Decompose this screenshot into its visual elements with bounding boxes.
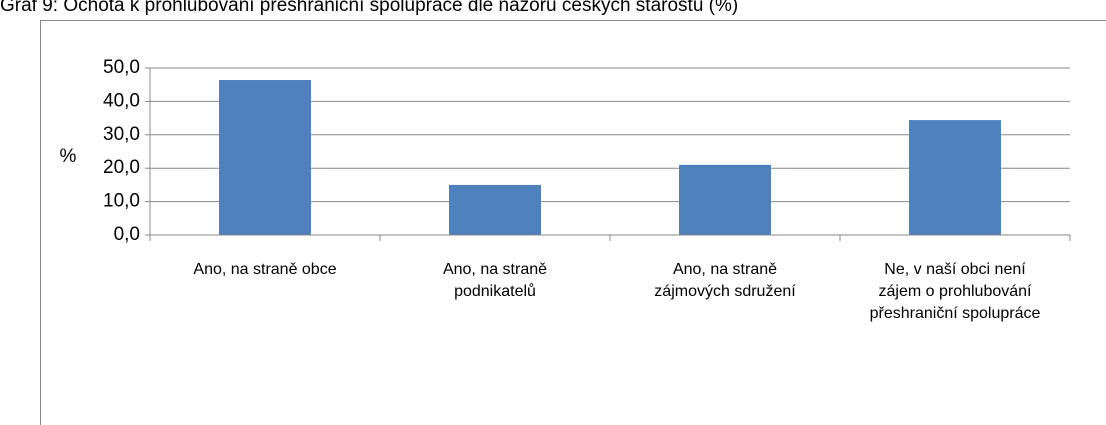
x-tick-label: podnikatelů xyxy=(454,282,536,300)
chart-title: Graf 9: Ochota k prohlubování přeshranič… xyxy=(0,0,738,16)
y-tick-label: 40,0 xyxy=(103,90,140,111)
y-tick-label: 10,0 xyxy=(103,191,140,212)
y-tick-label: 50,0 xyxy=(103,57,140,78)
x-tick-label: Ano, na straně xyxy=(443,261,547,278)
x-tick-label: Ano, na straně obce xyxy=(193,261,336,278)
y-tick-label: 20,0 xyxy=(103,157,140,178)
bar xyxy=(909,120,1001,235)
x-tick-label: zájem o prohlubování xyxy=(879,283,1033,300)
x-tick-label: zájmových sdružení xyxy=(654,283,796,300)
chart-frame xyxy=(40,20,1106,425)
bar xyxy=(679,164,771,235)
bar xyxy=(449,184,541,235)
bar xyxy=(219,80,311,235)
y-axis-label: % xyxy=(60,146,77,167)
x-tick-label: Ano, na straně xyxy=(673,261,777,278)
x-tick-label: přeshraniční spolupráce xyxy=(870,305,1041,322)
x-tick-label: Ne, v naší obci není xyxy=(884,261,1026,278)
y-tick-label: 30,0 xyxy=(103,124,140,145)
y-tick-label: 0,0 xyxy=(114,224,140,245)
